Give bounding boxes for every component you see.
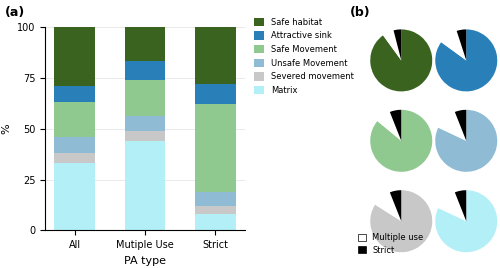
Bar [195,214,236,230]
Wedge shape [438,112,466,141]
Legend: Safe habitat, Attractive sink, Safe Movement, Unsafe Movement, Severed movement,: Safe habitat, Attractive sink, Safe Move… [254,18,354,95]
Legend: Multiple use, Strict: Multiple use, Strict [354,230,427,258]
Wedge shape [383,30,401,60]
X-axis label: PA type: PA type [124,256,166,266]
Bar [195,192,236,206]
Text: (a): (a) [5,6,25,19]
Wedge shape [455,110,466,141]
Bar [124,116,166,131]
Wedge shape [375,192,401,221]
Bar [195,27,236,84]
Bar [124,141,166,230]
Bar [54,102,95,137]
Text: (b): (b) [350,6,370,19]
Bar [124,61,166,80]
Wedge shape [435,29,497,91]
Wedge shape [378,112,401,141]
Wedge shape [455,190,466,221]
Wedge shape [390,110,402,141]
Bar [54,153,95,163]
Wedge shape [441,31,466,60]
Wedge shape [438,192,466,221]
Wedge shape [390,190,402,221]
Wedge shape [370,110,432,172]
Bar [124,131,166,141]
Bar [54,137,95,153]
Bar [124,80,166,116]
Bar [195,206,236,214]
Wedge shape [436,110,497,172]
Wedge shape [456,29,466,60]
Bar [54,27,95,86]
Bar [195,84,236,104]
Wedge shape [394,29,402,60]
Bar [124,27,166,61]
Bar [54,86,95,102]
Wedge shape [436,190,497,252]
Wedge shape [370,29,432,91]
Bar [54,163,95,230]
Y-axis label: %: % [2,123,12,134]
Wedge shape [370,190,432,252]
Bar [195,104,236,192]
